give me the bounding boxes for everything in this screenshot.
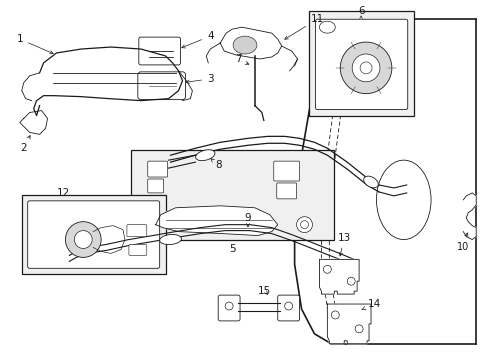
Text: 4: 4 (182, 31, 213, 48)
FancyBboxPatch shape (147, 179, 163, 193)
Polygon shape (20, 111, 47, 134)
Circle shape (351, 54, 379, 82)
FancyBboxPatch shape (147, 161, 167, 177)
Text: 5: 5 (228, 244, 235, 255)
Bar (131, 150, 334, 239)
Polygon shape (220, 27, 281, 59)
Bar (21, 195, 165, 274)
Circle shape (331, 311, 339, 319)
Ellipse shape (195, 150, 215, 161)
Text: 15: 15 (258, 286, 271, 296)
Text: 13: 13 (337, 233, 350, 256)
Circle shape (359, 62, 371, 74)
FancyBboxPatch shape (273, 161, 299, 181)
Circle shape (323, 265, 331, 273)
Text: 6: 6 (357, 6, 364, 16)
Text: 7: 7 (234, 54, 248, 64)
Circle shape (74, 231, 92, 248)
FancyBboxPatch shape (315, 19, 407, 109)
Polygon shape (326, 304, 370, 344)
Circle shape (300, 221, 308, 229)
Text: 2: 2 (20, 136, 30, 153)
FancyBboxPatch shape (127, 225, 146, 237)
Text: 1: 1 (17, 34, 53, 54)
FancyBboxPatch shape (28, 201, 160, 268)
FancyBboxPatch shape (276, 183, 296, 199)
Ellipse shape (363, 176, 378, 188)
Circle shape (340, 42, 391, 94)
FancyBboxPatch shape (129, 244, 146, 255)
Text: 8: 8 (210, 159, 221, 170)
Text: 14: 14 (361, 299, 380, 310)
Circle shape (354, 325, 362, 333)
Circle shape (346, 277, 354, 285)
Polygon shape (462, 193, 475, 239)
Text: 10: 10 (456, 233, 468, 252)
FancyBboxPatch shape (139, 37, 180, 65)
Bar (309, 11, 413, 116)
Polygon shape (34, 47, 182, 116)
FancyBboxPatch shape (218, 295, 240, 321)
Circle shape (224, 302, 233, 310)
Text: 12: 12 (57, 188, 70, 198)
Circle shape (296, 217, 312, 233)
FancyBboxPatch shape (277, 295, 299, 321)
Polygon shape (319, 260, 358, 294)
Circle shape (65, 222, 101, 257)
Ellipse shape (319, 21, 335, 33)
FancyBboxPatch shape (138, 72, 185, 100)
Text: 11: 11 (284, 14, 324, 39)
Text: 3: 3 (185, 74, 213, 84)
Text: 9: 9 (244, 213, 251, 227)
Polygon shape (155, 206, 277, 235)
Ellipse shape (160, 234, 181, 244)
Ellipse shape (233, 36, 256, 54)
Circle shape (284, 302, 292, 310)
